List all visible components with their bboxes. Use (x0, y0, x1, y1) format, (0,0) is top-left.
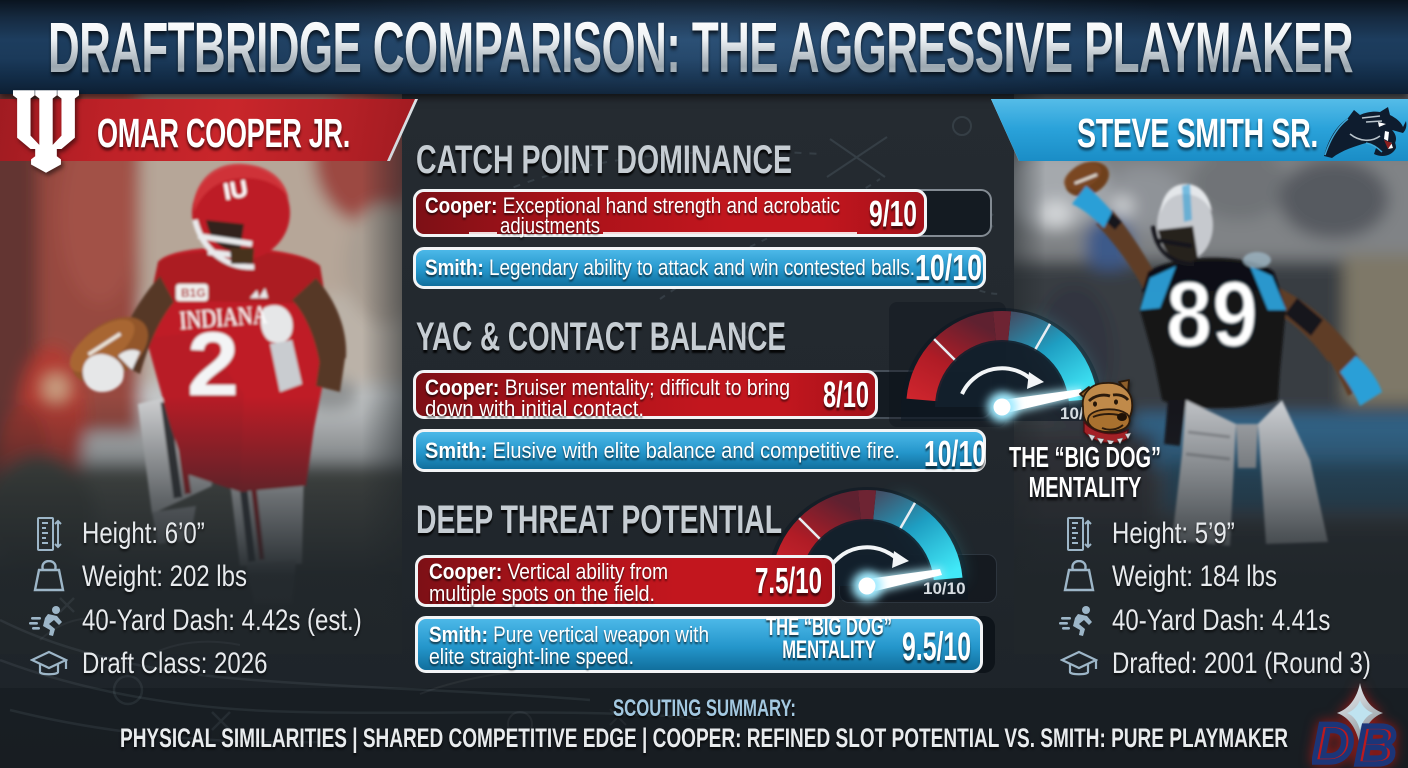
svg-text:D: D (1313, 712, 1353, 768)
svg-text:B: B (1356, 714, 1396, 768)
svg-text:D: D (1313, 712, 1353, 768)
svg-text:B: B (1356, 714, 1396, 768)
svg-text:10/10: 10/10 (923, 579, 966, 598)
